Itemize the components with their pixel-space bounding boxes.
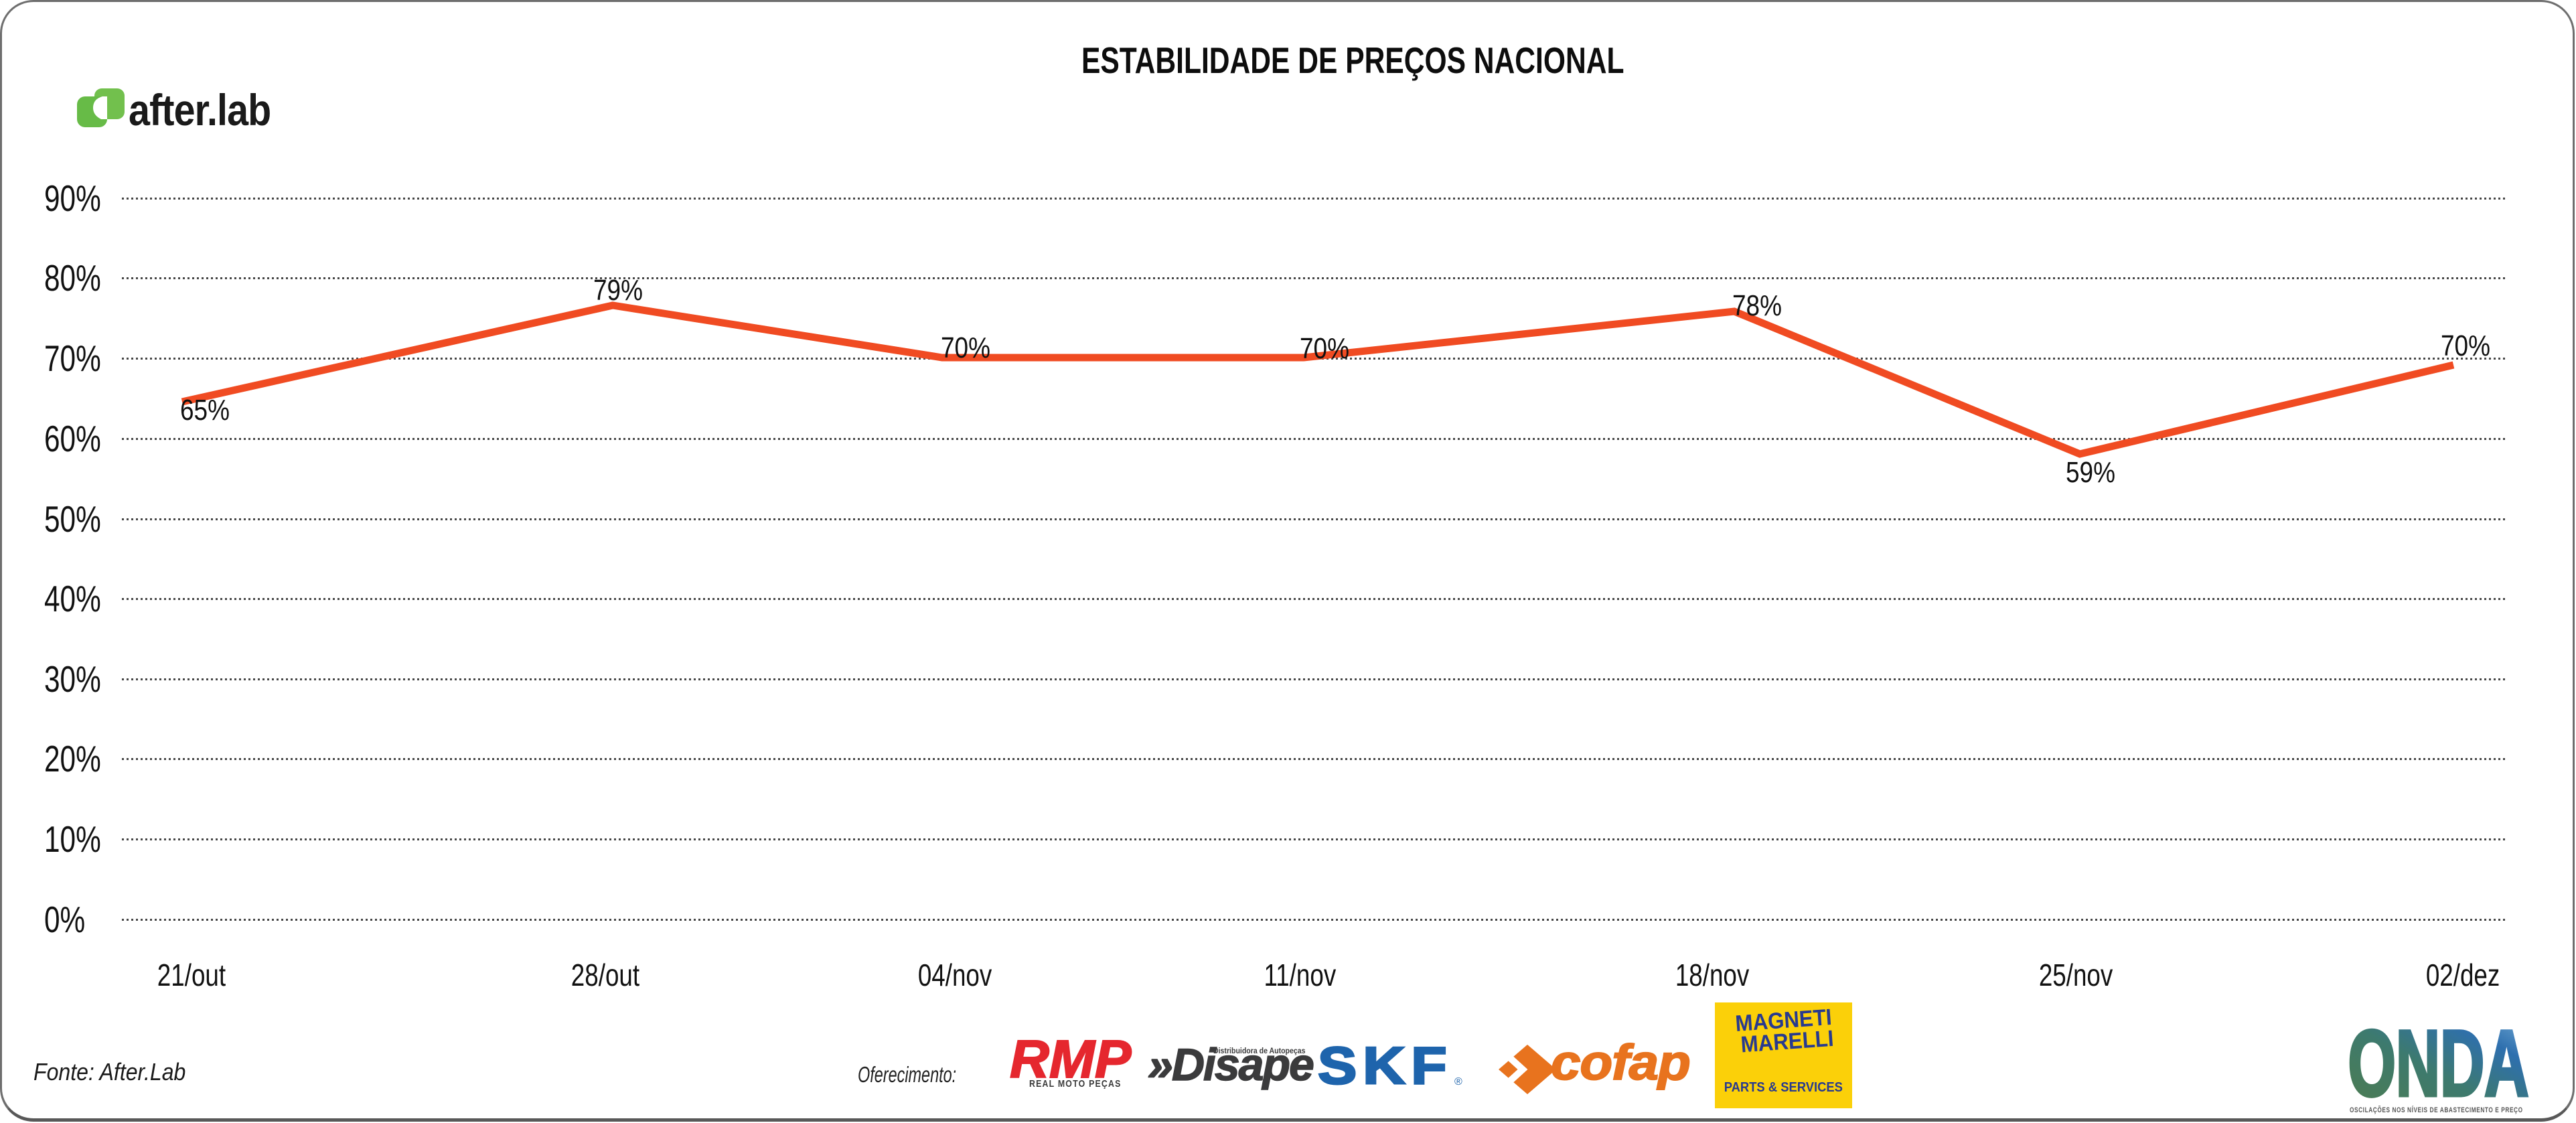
svg-text:ONDA: ONDA [2348,1018,2529,1116]
